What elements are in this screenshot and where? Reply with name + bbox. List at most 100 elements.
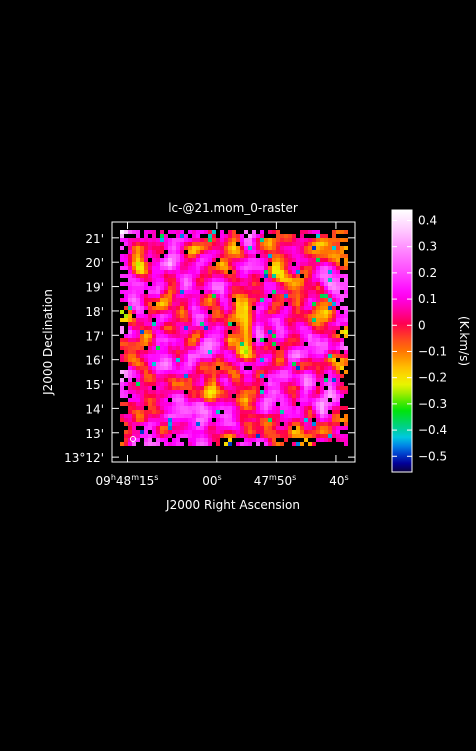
heatmap-pixel xyxy=(120,282,124,286)
heatmap-pixel xyxy=(128,354,132,358)
heatmap-pixel xyxy=(216,378,220,382)
heatmap-pixel xyxy=(184,326,188,330)
heatmap-pixel xyxy=(164,286,168,290)
heatmap-pixel xyxy=(188,430,192,434)
heatmap-pixel xyxy=(176,270,180,274)
heatmap-pixel xyxy=(284,278,288,282)
heatmap-pixel xyxy=(252,290,256,294)
heatmap-pixel xyxy=(308,382,312,386)
heatmap-pixel xyxy=(264,430,268,434)
heatmap-pixel xyxy=(160,306,164,310)
heatmap-pixel xyxy=(212,290,216,294)
heatmap-pixel xyxy=(312,374,316,378)
heatmap-pixel xyxy=(288,270,292,274)
heatmap-pixel xyxy=(144,326,148,330)
heatmap-pixel xyxy=(124,402,128,406)
heatmap-pixel xyxy=(324,346,328,350)
heatmap-pixel xyxy=(120,290,124,294)
heatmap-pixel xyxy=(340,282,344,286)
heatmap-pixel xyxy=(260,370,264,374)
heatmap-pixel xyxy=(256,322,260,326)
heatmap-pixel xyxy=(284,254,288,258)
heatmap-pixel xyxy=(320,286,324,290)
heatmap-pixel xyxy=(120,238,124,242)
heatmap-pixel xyxy=(180,278,184,282)
heatmap-pixel xyxy=(196,410,200,414)
heatmap-pixel xyxy=(264,302,268,306)
heatmap-pixel xyxy=(148,270,152,274)
heatmap-pixel xyxy=(180,338,184,342)
heatmap-pixel xyxy=(288,422,292,426)
heatmap-pixel xyxy=(228,382,232,386)
heatmap-pixel xyxy=(240,238,244,242)
heatmap-pixel xyxy=(132,350,136,354)
heatmap-pixel xyxy=(312,390,316,394)
heatmap-pixel xyxy=(168,354,172,358)
heatmap-pixel xyxy=(292,386,296,390)
heatmap-pixel xyxy=(212,398,216,402)
heatmap-pixel xyxy=(200,390,204,394)
heatmap-pixel xyxy=(144,390,148,394)
heatmap-pixel xyxy=(172,250,176,254)
heatmap-pixel xyxy=(180,426,184,430)
heatmap-pixel xyxy=(268,302,272,306)
heatmap-pixel xyxy=(224,366,228,370)
heatmap-pixel xyxy=(304,346,308,350)
heatmap-pixel xyxy=(324,322,328,326)
heatmap-pixel xyxy=(132,266,136,270)
heatmap-pixel xyxy=(296,262,300,266)
heatmap-pixel xyxy=(216,410,220,414)
heatmap-pixel xyxy=(228,414,232,418)
heatmap-pixel xyxy=(228,274,232,278)
heatmap-pixel xyxy=(264,274,268,278)
heatmap-pixel xyxy=(248,278,252,282)
heatmap-pixel xyxy=(156,262,160,266)
heatmap-pixel xyxy=(128,342,132,346)
heatmap-pixel xyxy=(308,258,312,262)
heatmap-pixel xyxy=(284,270,288,274)
heatmap-pixel xyxy=(256,274,260,278)
heatmap-pixel xyxy=(280,430,284,434)
heatmap-pixel xyxy=(128,362,132,366)
heatmap-pixel xyxy=(180,274,184,278)
heatmap-pixel xyxy=(176,362,180,366)
heatmap-pixel xyxy=(220,230,224,234)
heatmap-pixel xyxy=(252,334,256,338)
heatmap-pixel xyxy=(272,430,276,434)
heatmap-pixel xyxy=(252,410,256,414)
heatmap-pixel xyxy=(164,354,168,358)
heatmap-pixel xyxy=(304,354,308,358)
heatmap-pixel xyxy=(144,286,148,290)
heatmap-pixel xyxy=(168,270,172,274)
heatmap-pixel xyxy=(224,302,228,306)
y-tick-label: 21' xyxy=(85,232,104,246)
heatmap-pixel xyxy=(236,374,240,378)
heatmap-pixel xyxy=(276,322,280,326)
heatmap-pixel xyxy=(276,310,280,314)
heatmap-pixel xyxy=(272,334,276,338)
heatmap-pixel xyxy=(316,334,320,338)
heatmap-pixel xyxy=(124,306,128,310)
heatmap-pixel xyxy=(152,262,156,266)
heatmap-pixel xyxy=(188,338,192,342)
heatmap-pixel xyxy=(192,242,196,246)
colorbar-ticks: 0.40.30.20.10−0.1−0.2−0.3−0.4−0.5 xyxy=(392,213,447,463)
heatmap-pixel xyxy=(300,250,304,254)
heatmap-pixel xyxy=(240,266,244,270)
heatmap-pixel xyxy=(236,410,240,414)
heatmap-pixel xyxy=(252,318,256,322)
heatmap-pixel xyxy=(128,430,132,434)
heatmap-pixel xyxy=(280,250,284,254)
heatmap-pixel xyxy=(152,290,156,294)
heatmap-pixel xyxy=(188,326,192,330)
heatmap-pixel xyxy=(164,402,168,406)
heatmap-pixel xyxy=(312,410,316,414)
y-tick-label: 19' xyxy=(85,281,104,295)
heatmap-pixel xyxy=(124,274,128,278)
heatmap-pixel xyxy=(128,370,132,374)
heatmap-pixel xyxy=(180,258,184,262)
heatmap-pixel xyxy=(196,386,200,390)
heatmap-pixel xyxy=(176,306,180,310)
heatmap-pixel xyxy=(212,414,216,418)
heatmap-pixel xyxy=(268,442,272,446)
